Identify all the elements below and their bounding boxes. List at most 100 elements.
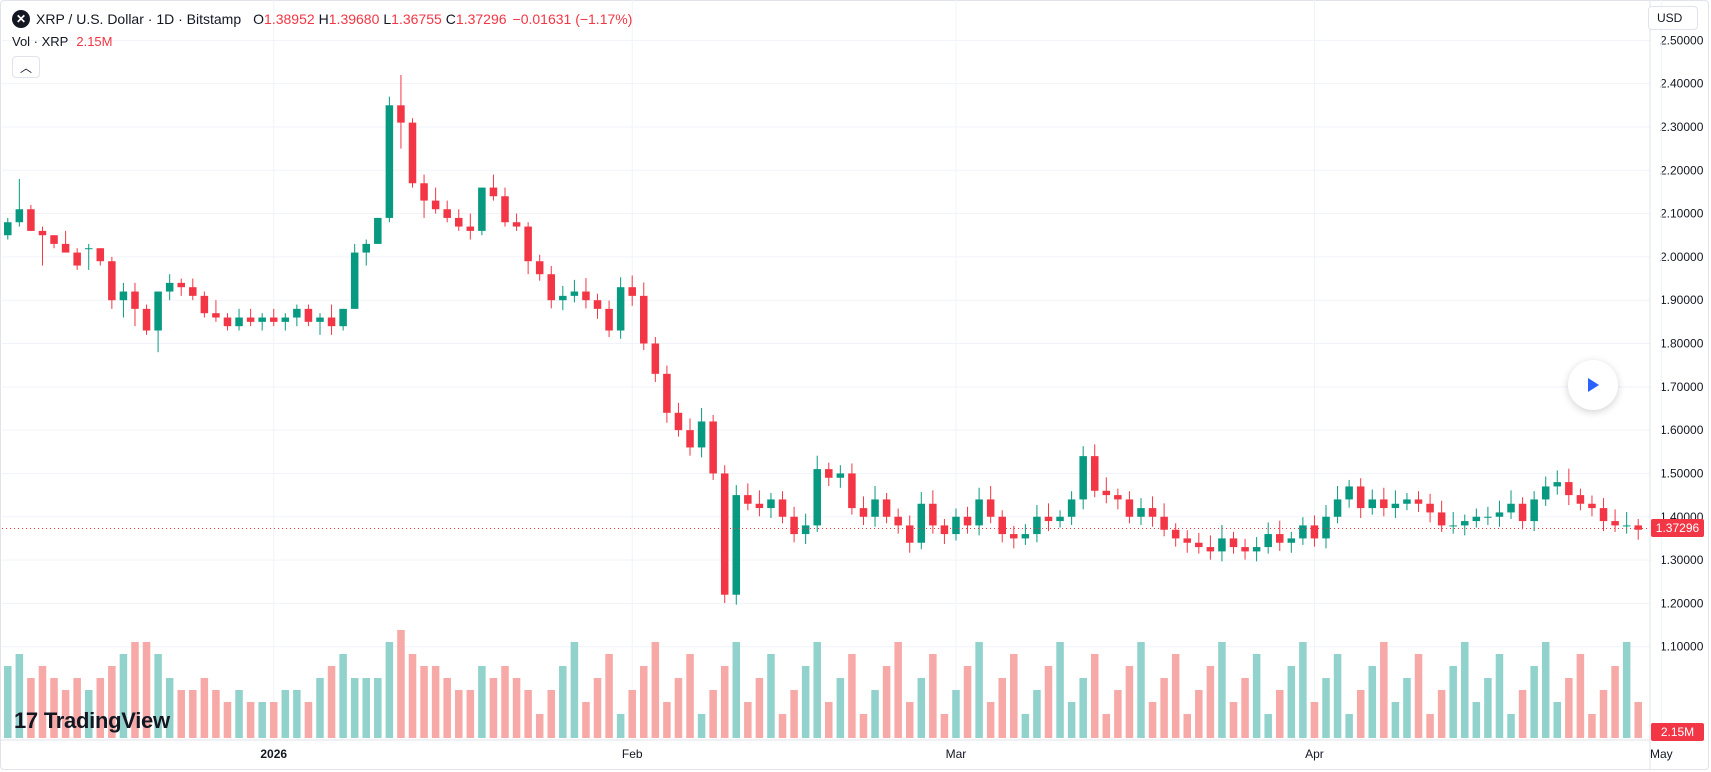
price-tick-label: 1.50000 [1660,466,1704,480]
volume-bar [801,666,810,738]
open-value: 1.38952 [264,11,315,27]
price-tick-label: 1.30000 [1660,553,1704,567]
candle-body [535,261,544,275]
candle-body [501,196,509,223]
collapse-legend-button[interactable]: ︿ [12,56,40,78]
candle-body [651,343,660,374]
candle-body [836,473,845,478]
volume-bar [1414,654,1423,738]
candle-body [154,291,162,331]
volume-bar [1102,714,1111,738]
volume-bar [1322,678,1330,738]
volume-bar [1090,654,1099,738]
play-icon [1588,378,1599,392]
volume-bar [720,666,729,738]
volume-legend[interactable]: Vol · XRP 2.15M [12,34,113,49]
candle-body [697,421,706,448]
volume-bar [1380,642,1388,738]
volume-bar [1241,678,1249,738]
volume-bar [1472,702,1481,738]
play-button[interactable] [1568,360,1618,410]
volume-bar [1033,690,1041,738]
volume-bar [235,690,243,738]
candle-body [524,226,532,262]
volume-value: 2.15M [76,34,113,49]
candle-body [327,317,336,327]
volume-bar [1507,714,1515,738]
volume-bar [1634,702,1642,738]
volume-bar [1252,654,1261,738]
low-value: 1.36755 [391,11,442,27]
candle-body [408,122,417,184]
volume-bar [350,678,359,738]
candle-body [61,243,70,253]
volume-bar [281,690,290,738]
candle-body [1148,508,1157,517]
candle-body [732,495,741,595]
candle-body [142,308,151,331]
volume-bar [1576,654,1585,738]
candle-body [1565,482,1573,496]
volume-bar [1125,666,1134,738]
candle-body [1114,495,1122,500]
volume-bar [1183,714,1192,738]
candle-body [1322,516,1330,539]
candle-body [998,516,1006,535]
candle-body [281,317,290,322]
volume-bar [1449,666,1457,738]
volume-bar [1368,666,1377,738]
candle-body [1171,529,1180,539]
tradingview-logo[interactable]: 17 TradingView [14,708,170,734]
volume-bar [1148,702,1157,738]
candle-body [38,230,47,236]
volume-bar [813,642,821,738]
volume-bar [154,654,162,738]
candle-body [1472,516,1481,522]
candle-body [1010,534,1018,539]
volume-bar [582,702,590,738]
symbol-title[interactable]: XRP / U.S. Dollar · 1D · Bitstamp [36,11,242,27]
volume-bar [1021,714,1030,738]
volume-bar [524,690,532,738]
volume-bar [15,654,24,738]
candle-body [119,291,128,301]
candle-body [489,187,498,197]
price-tick-label: 2.10000 [1660,207,1704,221]
volume-bar [374,678,382,738]
volume-bar [165,678,174,738]
volume-bar [836,678,845,738]
low-label: L [383,11,392,27]
candle-body [512,222,521,227]
volume-bar [316,678,324,738]
chevron-up-icon: ︿ [19,60,32,75]
price-tick-label: 2.40000 [1660,77,1704,91]
current-price-tag: 1.37296 [1651,519,1704,538]
candle-body [1195,542,1203,548]
candle-body [223,317,232,327]
candle-body [767,499,775,509]
candle-body [871,499,879,517]
volume-bar [616,714,625,738]
volume-bar [1056,642,1064,738]
candle-body [1287,538,1296,543]
candle-body [304,308,313,322]
volume-bar [767,654,775,738]
volume-bar [975,642,983,738]
volume-bar [651,642,660,738]
volume-bar [1426,714,1434,738]
candle-body [1380,499,1388,509]
candle-body [674,412,683,431]
currency-button[interactable]: USD [1648,6,1698,30]
candle-body [1299,525,1307,539]
volume-bar [512,678,521,738]
volume-bar [640,666,648,738]
volume-bar [61,690,70,738]
candle-body [905,525,914,543]
candle-body [246,317,255,322]
candle-body [790,516,798,535]
volume-bar [1299,642,1307,738]
candle-body [1576,495,1585,504]
volume-bar [940,714,949,738]
